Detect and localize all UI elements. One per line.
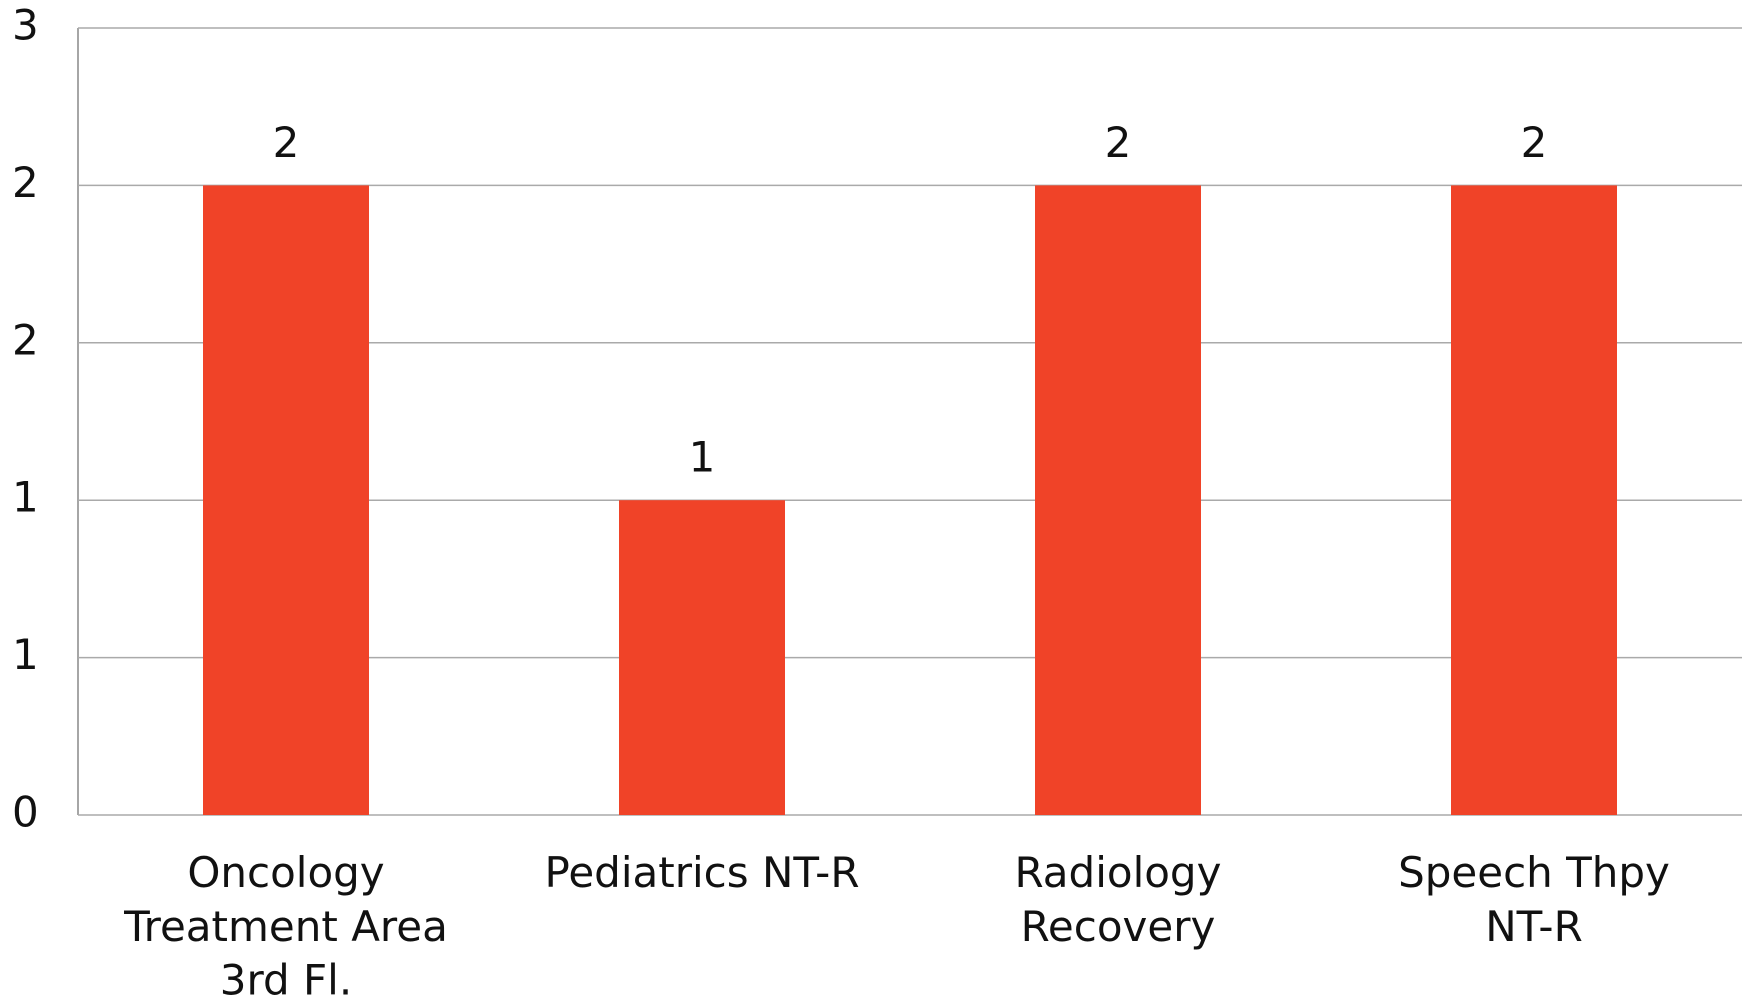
data-label: 2 [1105, 118, 1132, 167]
bar [1451, 185, 1617, 815]
y-tick-label: 2 [12, 315, 39, 364]
data-label: 2 [1521, 118, 1548, 167]
y-tick-label: 2 [12, 158, 39, 207]
x-tick-label: Radiology Recovery [1015, 848, 1222, 951]
data-label: 1 [689, 433, 716, 482]
bar [203, 185, 369, 815]
y-tick-label: 1 [12, 473, 39, 522]
y-tick-label: 3 [12, 1, 39, 50]
bar [1035, 185, 1201, 815]
data-label: 2 [273, 118, 300, 167]
y-tick-label: 1 [12, 630, 39, 679]
x-tick-label: Speech Thpy NT-R [1398, 848, 1670, 951]
x-tick-label: Oncology Treatment Area 3rd Fl. [123, 848, 448, 1001]
x-tick-label: Pediatrics NT-R [544, 848, 859, 897]
y-tick-label: 0 [12, 788, 39, 837]
bar [619, 500, 785, 815]
